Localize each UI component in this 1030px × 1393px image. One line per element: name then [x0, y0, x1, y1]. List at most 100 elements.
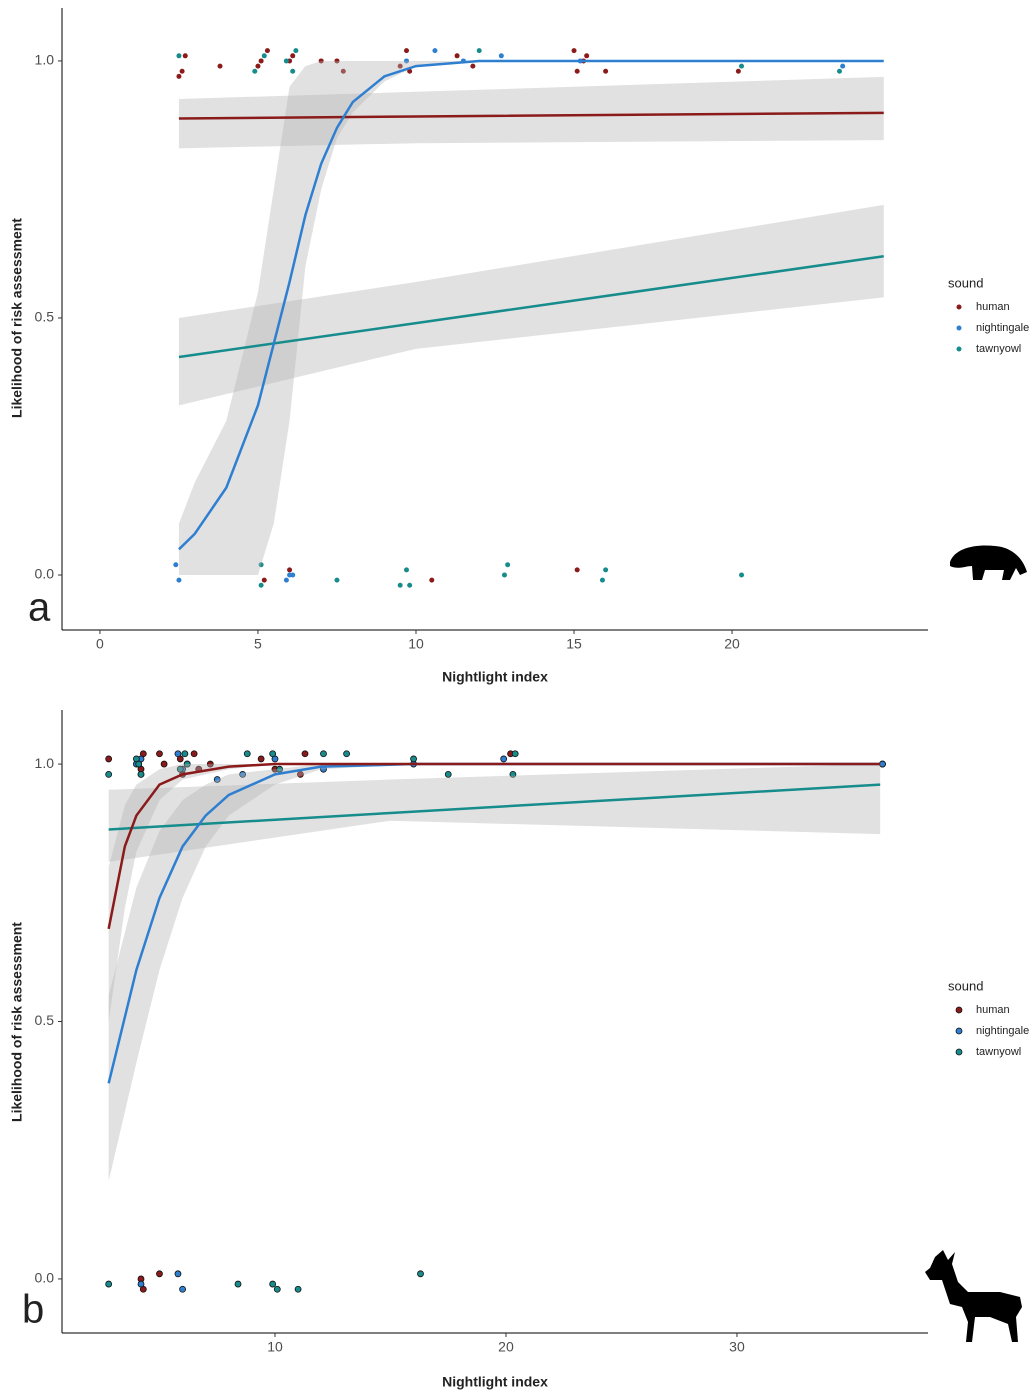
point: [137, 770, 145, 778]
point: [293, 48, 299, 54]
point: [879, 760, 886, 768]
point: [176, 73, 182, 79]
point: [290, 53, 296, 59]
point: [156, 1270, 163, 1278]
point: [404, 58, 410, 64]
point: [340, 68, 346, 74]
y-tick-label: 1.0: [35, 52, 55, 68]
point: [509, 770, 517, 778]
legend-label: tawnyowl: [976, 343, 1021, 355]
fit-line: [107, 762, 881, 930]
legend-label: human: [976, 1004, 1010, 1016]
confidence-band: [178, 76, 884, 149]
point: [735, 68, 741, 74]
x-tick-label: 10: [267, 1339, 283, 1355]
point: [397, 582, 403, 588]
point: [320, 750, 327, 758]
point: [264, 48, 270, 54]
point: [404, 48, 410, 54]
point: [206, 760, 214, 768]
confidence-band: [178, 60, 884, 575]
point: [584, 53, 590, 59]
confidence-band: [178, 204, 884, 406]
legend-swatch: [956, 346, 962, 352]
y-axis-label: Likelihood of risk assessment: [9, 218, 25, 418]
point: [105, 1280, 113, 1288]
legend-title: sound: [948, 978, 983, 993]
point: [213, 776, 221, 783]
point: [343, 750, 350, 758]
legend-label: tawnyowl: [976, 1046, 1021, 1058]
point: [840, 63, 846, 69]
point: [255, 63, 261, 69]
point: [837, 68, 843, 74]
point: [739, 63, 745, 69]
point: [179, 68, 185, 74]
point: [174, 750, 182, 758]
point: [190, 750, 198, 758]
point: [105, 755, 113, 763]
point: [258, 582, 264, 588]
point: [179, 1285, 186, 1293]
point: [397, 63, 403, 69]
legend-label: human: [976, 301, 1010, 313]
point: [574, 68, 580, 74]
point: [476, 48, 482, 54]
fit-line: [178, 59, 884, 551]
point: [261, 577, 267, 583]
confidence-band: [108, 764, 881, 1182]
legend-label: nightingale: [976, 1025, 1029, 1037]
point: [294, 1285, 302, 1293]
point: [410, 755, 417, 763]
fit-line: [178, 255, 884, 359]
y-tick-label: 1.0: [35, 755, 55, 771]
point: [258, 58, 264, 64]
panel-label: a: [28, 586, 51, 630]
point: [739, 572, 745, 578]
point: [574, 567, 580, 573]
point: [276, 765, 283, 773]
point: [603, 68, 609, 74]
legend-label: nightingale: [976, 322, 1029, 334]
point: [407, 68, 413, 74]
point: [217, 63, 223, 69]
point: [176, 53, 182, 59]
point: [290, 572, 296, 578]
point: [571, 48, 577, 54]
legend-swatch: [955, 1006, 963, 1014]
x-tick-label: 20: [498, 1339, 514, 1355]
point: [105, 770, 113, 778]
point: [261, 53, 267, 59]
x-tick-label: 5: [254, 636, 262, 652]
x-tick-label: 30: [729, 1339, 745, 1355]
point: [283, 577, 289, 583]
point: [176, 765, 184, 773]
x-axis-label: Nightlight index: [442, 1374, 548, 1390]
x-axis-label: Nightlight index: [442, 669, 548, 685]
point: [334, 58, 340, 64]
point: [239, 770, 247, 778]
point: [176, 577, 182, 583]
point: [181, 750, 189, 758]
badger-silhouette: [950, 545, 1027, 580]
point: [160, 760, 168, 768]
x-tick-label: 0: [96, 636, 104, 652]
point: [444, 770, 452, 778]
fit-line: [178, 111, 884, 120]
point: [407, 582, 413, 588]
point: [182, 53, 188, 59]
point: [273, 1285, 281, 1293]
point: [432, 48, 438, 54]
point: [500, 755, 508, 763]
point: [287, 567, 293, 573]
legend-swatch: [956, 304, 962, 310]
point: [269, 750, 277, 758]
point: [269, 1280, 277, 1288]
point: [257, 755, 265, 763]
y-tick-label: 0.5: [35, 309, 55, 325]
legend-swatch: [956, 325, 962, 331]
deer-silhouette: [925, 1250, 1022, 1342]
point: [318, 58, 324, 64]
